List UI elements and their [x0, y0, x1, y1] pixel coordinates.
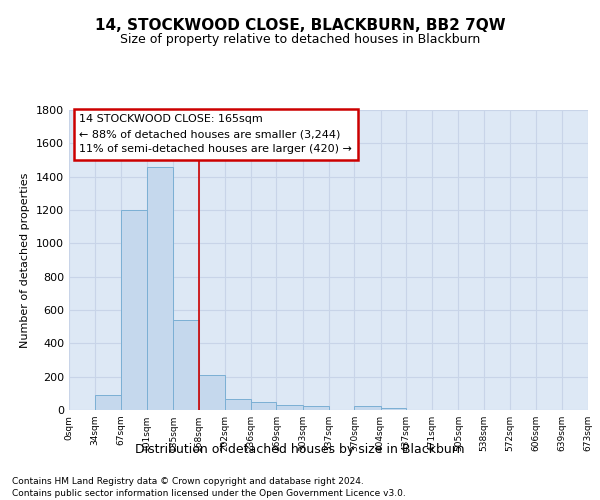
Bar: [121, 210, 147, 410]
Bar: [95, 395, 121, 410]
Bar: [173, 320, 199, 410]
Bar: [302, 406, 329, 410]
Bar: [147, 166, 173, 410]
Bar: [277, 405, 302, 410]
Bar: [251, 402, 277, 410]
Text: Contains public sector information licensed under the Open Government Licence v3: Contains public sector information licen…: [12, 489, 406, 498]
Text: 14, STOCKWOOD CLOSE, BLACKBURN, BB2 7QW: 14, STOCKWOOD CLOSE, BLACKBURN, BB2 7QW: [95, 18, 505, 32]
Bar: [225, 399, 251, 410]
Text: Distribution of detached houses by size in Blackburn: Distribution of detached houses by size …: [135, 442, 465, 456]
Text: 14 STOCKWOOD CLOSE: 165sqm
← 88% of detached houses are smaller (3,244)
11% of s: 14 STOCKWOOD CLOSE: 165sqm ← 88% of deta…: [79, 114, 352, 154]
Y-axis label: Number of detached properties: Number of detached properties: [20, 172, 31, 348]
Bar: [380, 408, 406, 410]
Text: Contains HM Land Registry data © Crown copyright and database right 2024.: Contains HM Land Registry data © Crown c…: [12, 478, 364, 486]
Text: Size of property relative to detached houses in Blackburn: Size of property relative to detached ho…: [120, 32, 480, 46]
Bar: [199, 375, 225, 410]
Bar: [355, 406, 380, 410]
